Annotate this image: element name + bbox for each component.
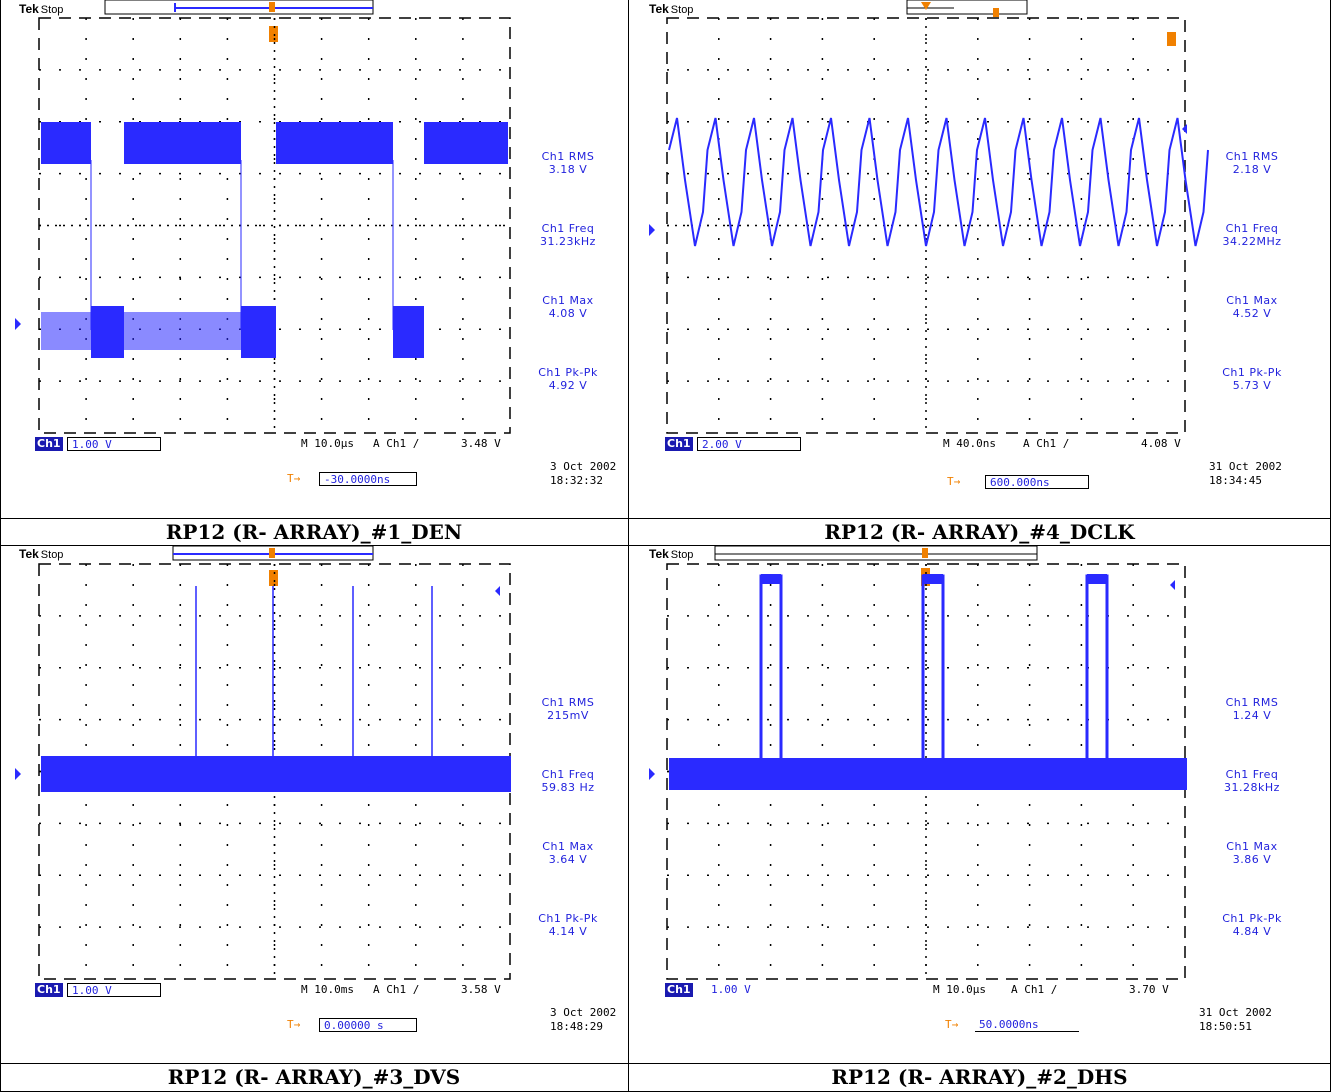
date: 31 Oct 2002 [1199,1006,1272,1019]
ground-marker-icon [649,224,655,236]
measurement-2: Ch1 Freq 59.83 Hz [513,768,623,794]
channel-badge: Ch1 [35,437,63,451]
trigger-level: 3.70 V [1129,983,1169,996]
ground-marker-icon [15,318,21,330]
measurement-4: Ch1 Pk-Pk 4.84 V [1197,912,1307,938]
measurement-1: Ch1 RMS 3.18 V [513,150,623,176]
volts-div: 1.00 V [711,983,751,996]
trigger-offset-icon: T→ [945,1018,958,1031]
channel-badge: Ch1 [35,983,63,997]
trigger-marker-icon [269,26,278,42]
time: 18:48:29 [550,1020,603,1033]
timebase: M 40.0ns [943,437,996,450]
measurement-2: Ch1 Freq 34.22MHz [1197,222,1307,248]
measurement-3: Ch1 Max 3.64 V [513,840,623,866]
date: 3 Oct 2002 [550,460,616,473]
caption-panel-1: RP12 (R- ARRAY)_#1_DEN [0,519,628,545]
measurement-2: Ch1 Freq 31.28kHz [1197,768,1307,794]
trigger-offset-icon: T→ [287,1018,300,1031]
trigger-source: A Ch1 ∕ [1011,983,1057,996]
trigger-offset: 0.00000 s [319,1018,417,1032]
trigger-offset: 50.0000ns [975,1018,1079,1032]
channel-badge: Ch1 [665,437,693,451]
measurement-1: Ch1 RMS 215mV [513,696,623,722]
trigger-marker-icon [1167,32,1176,46]
date: 3 Oct 2002 [550,1006,616,1019]
measurement-3: Ch1 Max 4.08 V [513,294,623,320]
time: 18:32:32 [550,474,603,487]
caption-panel-3: RP12 (R- ARRAY)_#3_DVS [0,1064,628,1090]
measurement-1: Ch1 RMS 2.18 V [1197,150,1307,176]
measurement-1: Ch1 RMS 1.24 V [1197,696,1307,722]
volts-div: 1.00 V [67,983,161,997]
trigger-level: 3.48 V [461,437,501,450]
time: 18:34:45 [1209,474,1262,487]
scope-panel-dclk: Tek Stop Ch1 RMS 2.18 V Ch1 Freq 34.22MHz C… [629,0,1330,518]
trigger-level: 4.08 V [1141,437,1181,450]
trigger-source: A Ch1 ∕ [373,983,419,996]
measurement-4: Ch1 Pk-Pk 5.73 V [1197,366,1307,392]
channel-badge: Ch1 [665,983,693,997]
measurement-4: Ch1 Pk-Pk 4.14 V [513,912,623,938]
measurement-2: Ch1 Freq 31.23kHz [513,222,623,248]
trigger-level: 3.58 V [461,983,501,996]
trigger-source: A Ch1 ∕ [1023,437,1069,450]
timebase: M 10.0ms [301,983,354,996]
scope-panel-den: Tek Stop Ch1 RMS 3.18 V Ch1 Freq 31.23kHz C… [1,0,628,518]
caption-panel-2: RP12 (R- ARRAY)_#4_DCLK [629,519,1330,545]
trigger-offset: -30.0000ns [319,472,417,486]
trigger-offset: 600.000ns [985,475,1089,489]
measurement-4: Ch1 Pk-Pk 4.92 V [513,366,623,392]
measurement-3: Ch1 Max 4.52 V [1197,294,1307,320]
timebase: M 10.0µs [933,983,986,996]
scope-panel-dhs: Tek Stop Ch1 RMS 1.24 V Ch1 Freq 31.28kHz C… [629,546,1330,1063]
trigger-offset-icon: T→ [947,475,960,488]
date: 31 Oct 2002 [1209,460,1282,473]
measurement-3: Ch1 Max 3.86 V [1197,840,1307,866]
timebase: M 10.0µs [301,437,354,450]
caption-panel-4: RP12 (R- ARRAY)_#2_DHS [629,1064,1330,1090]
time: 18:50:51 [1199,1020,1252,1033]
trigger-marker-icon [269,570,278,586]
volts-div: 1.00 V [67,437,161,451]
volts-div: 2.00 V [697,437,801,451]
scope-panel-dvs: Tek Stop Ch1 RMS 215mV Ch1 Freq 59.83 Hz Ch… [1,546,628,1063]
ground-marker-icon [15,768,21,780]
trigger-source: A Ch1 ∕ [373,437,419,450]
trigger-offset-icon: T→ [287,472,300,485]
ground-marker-icon [649,768,655,780]
